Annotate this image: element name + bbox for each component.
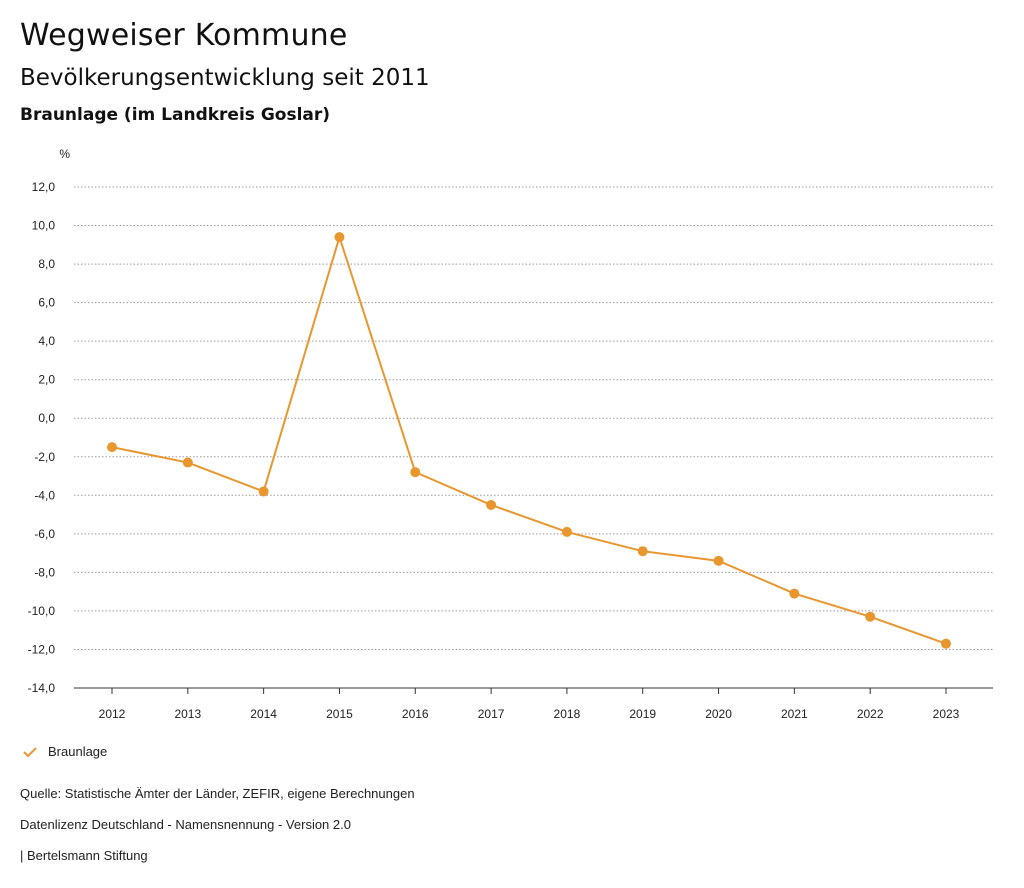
x-tick-label: 2021	[781, 707, 808, 721]
y-tick-label: -2,0	[34, 450, 55, 464]
y-tick-label: -6,0	[34, 527, 55, 541]
data-point	[637, 546, 648, 557]
y-tick-label: 2,0	[38, 373, 55, 387]
x-tick-label: 2019	[629, 707, 656, 721]
y-tick-label: -10,0	[28, 604, 56, 618]
y-tick-label: 4,0	[38, 334, 55, 348]
data-point	[107, 442, 117, 453]
x-tick-label: 2020	[705, 707, 732, 721]
y-tick-label: -4,0	[34, 488, 55, 502]
x-tick-label: 2016	[402, 707, 429, 721]
page-title: Wegweiser Kommune	[20, 18, 348, 53]
chart-subtitle: Bevölkerungsentwicklung seit 2011	[20, 65, 430, 91]
x-tick-label: 2013	[174, 707, 201, 721]
legend-item-braunlage[interactable]: Braunlage	[22, 744, 107, 759]
series-braunlage	[107, 232, 951, 649]
data-point	[789, 588, 800, 599]
y-tick-label: -14,0	[28, 681, 56, 695]
data-point	[561, 526, 572, 537]
y-axis: % 12,0 10,0 8,0 6,0 4,0 2,0 0,0 -2,0 -4,0 -6,0 -8,0…	[28, 147, 71, 695]
series-line	[111, 233, 947, 645]
x-tick-label: 2015	[326, 707, 353, 721]
data-point	[182, 457, 193, 468]
x-tick-label: 2018	[554, 707, 581, 721]
region-label: Braunlage (im Landkreis Goslar)	[20, 105, 331, 125]
data-point	[486, 499, 497, 510]
y-tick-label: 6,0	[38, 296, 55, 310]
x-tick-label: 2023	[933, 707, 960, 721]
y-axis-unit-label: %	[59, 147, 70, 161]
y-tick-label: -12,0	[28, 642, 56, 656]
grid-lines	[74, 186, 993, 689]
check-icon	[23, 746, 37, 757]
x-tick-label: 2022	[857, 707, 884, 721]
line-chart: % 12,0 10,0 8,0 6,0 4,0 2,0 0,0 -2,0 -4,0 -6,0 -8,0…	[28, 147, 993, 721]
license-note: Datenlizenz Deutschland - Namensnennung …	[20, 817, 351, 832]
x-tick-label: 2017	[478, 707, 505, 721]
y-tick-label: -8,0	[34, 565, 55, 579]
x-axis: 2012 2013 2014 2015 2016 2017 2018 2019 2020 2021…	[99, 688, 960, 721]
data-point	[865, 611, 876, 622]
data-point	[410, 467, 421, 478]
y-tick-label: 8,0	[38, 257, 55, 271]
x-tick-label: 2014	[250, 707, 277, 721]
legend-label: Braunlage	[48, 744, 108, 759]
x-tick-label: 2012	[99, 707, 126, 721]
y-tick-label: 10,0	[32, 219, 56, 233]
publisher-note: | Bertelsmann Stiftung	[20, 848, 148, 863]
y-tick-label: 0,0	[38, 411, 55, 425]
data-point	[258, 486, 269, 497]
data-point	[713, 555, 724, 566]
y-tick-label: 12,0	[32, 180, 56, 194]
source-note: Quelle: Statistische Ämter der Länder, Z…	[20, 786, 415, 801]
data-point	[334, 232, 345, 243]
data-point	[941, 638, 951, 649]
